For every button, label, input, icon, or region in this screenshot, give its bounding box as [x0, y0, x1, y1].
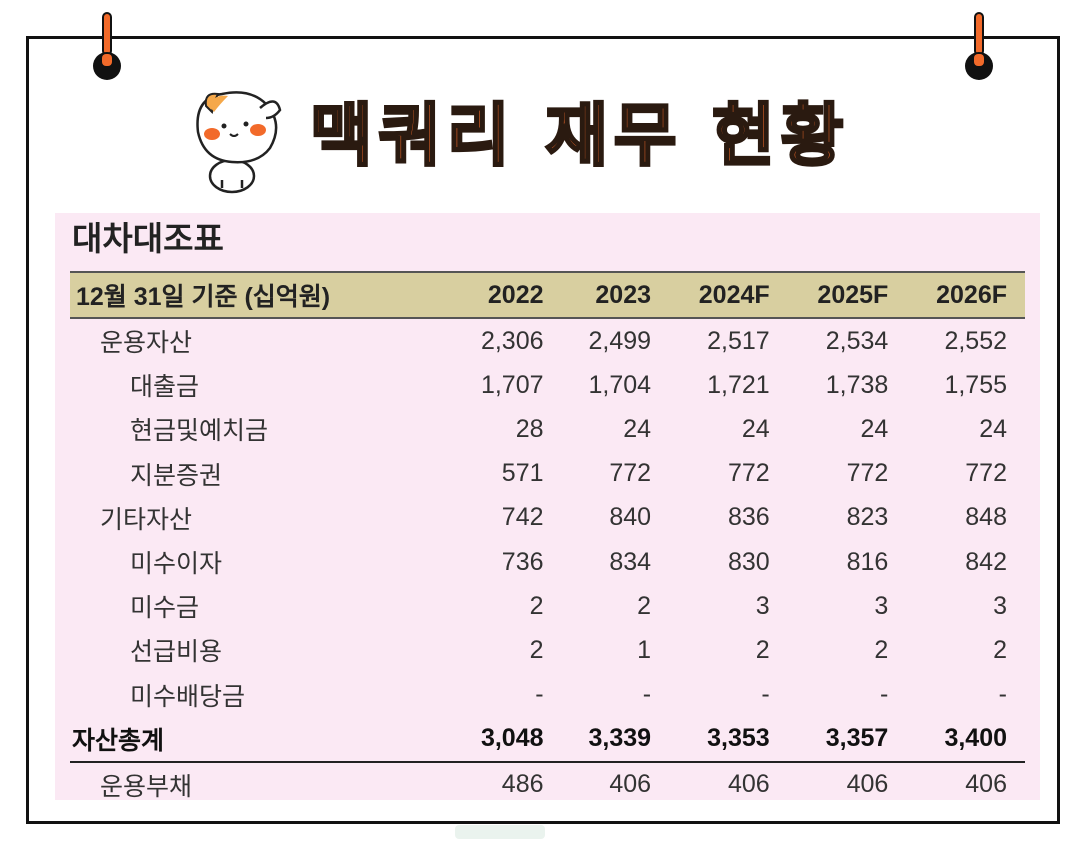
cell-value: 772	[965, 459, 1007, 488]
balance-sheet-panel: 대차대조표 12월 31일 기준 (십억원) 2022 2023 2024F 2…	[55, 213, 1040, 801]
table-row: 대출금 1,707 1,704 1,721 1,738 1,755	[70, 363, 1025, 407]
row-label: 기타자산	[100, 505, 193, 534]
table-row: 지분증권 571 772 772 772 772	[70, 452, 1025, 496]
page-title: 맥쿼리 재무 현황	[308, 96, 850, 178]
cell-value: 840	[609, 503, 652, 532]
cell-value: -	[535, 680, 544, 709]
cell-value: 406	[846, 770, 889, 799]
cell-value: 406	[727, 770, 770, 799]
cell-value: 2,552	[944, 326, 1007, 355]
cell-value: 3,339	[561, 716, 670, 763]
cell-value: 1	[637, 635, 652, 664]
balance-sheet-table: 12월 31일 기준 (십억원) 2022 2023 2024F 2025F 2…	[70, 271, 1025, 807]
cell-value: 836	[727, 503, 770, 532]
cell-value: 772	[609, 459, 652, 488]
cell-value: 842	[965, 547, 1007, 576]
cell-value: 830	[727, 547, 770, 576]
cell-value: 3	[993, 591, 1007, 620]
cell-value: 2	[755, 635, 770, 664]
cell-value: 3	[755, 591, 770, 620]
cell-value: 3	[874, 591, 889, 620]
bottom-decoration	[455, 825, 545, 839]
cell-value: 823	[846, 503, 889, 532]
cell-value: 2,517	[707, 326, 770, 355]
cell-value: 28	[515, 414, 544, 443]
column-header: 12월 31일 기준 (십억원)	[70, 271, 454, 319]
table-row: 선급비용 2 1 2 2 2	[70, 628, 1025, 672]
row-label: 지분증권	[130, 461, 223, 490]
cell-value: 406	[965, 770, 1007, 799]
cat-mascot-icon	[196, 91, 282, 194]
sheet-title: 대차대조표	[72, 219, 224, 258]
cell-value: 2,534	[825, 326, 889, 355]
cell-value: 2	[993, 635, 1007, 664]
table-row: 운용자산 2,306 2,499 2,517 2,534 2,552	[70, 318, 1025, 363]
row-label: 자산총계	[70, 716, 454, 763]
table-row: 현금및예치금 28 24 24 24 24	[70, 407, 1025, 451]
cell-value: 816	[846, 547, 889, 576]
row-label: 미수배당금	[130, 682, 246, 711]
column-header: 2023	[561, 271, 670, 319]
cell-value: 1,707	[480, 370, 544, 399]
pin-icon	[93, 12, 121, 80]
row-label: 운용부채	[100, 772, 193, 801]
cell-value: 742	[501, 503, 544, 532]
row-label: 미수금	[130, 594, 200, 623]
cell-value: 1,738	[825, 370, 889, 399]
cell-value: 3,048	[454, 716, 562, 763]
row-label: 선급비용	[130, 638, 223, 667]
cell-value: 2	[874, 635, 889, 664]
total-row: 자산총계 3,048 3,339 3,353 3,357 3,400	[70, 716, 1025, 763]
cell-value: 736	[501, 547, 544, 576]
cell-value: 486	[501, 770, 544, 799]
cell-value: -	[761, 680, 770, 709]
cell-value: 24	[741, 414, 770, 443]
cell-value: 1,704	[588, 370, 652, 399]
pin-icon	[965, 12, 993, 80]
cell-value: 3,353	[669, 716, 788, 763]
cell-value: 2,306	[480, 326, 544, 355]
cell-value: 3,400	[906, 716, 1025, 763]
column-header: 2024F	[669, 271, 788, 319]
cell-value: 24	[860, 414, 889, 443]
cell-value: 848	[965, 503, 1007, 532]
column-header: 2025F	[787, 271, 907, 319]
cell-value: 406	[609, 770, 652, 799]
cell-value: 2	[637, 591, 652, 620]
cell-value: 2,499	[588, 326, 652, 355]
table-row: 미수금 2 2 3 3 3	[70, 584, 1025, 628]
table-row: 기타자산 742 840 836 823 848	[70, 496, 1025, 540]
cell-value: 772	[727, 459, 770, 488]
cell-value: 2	[529, 591, 544, 620]
cell-value: 834	[609, 547, 652, 576]
cell-value: 1,755	[944, 370, 1007, 399]
cell-value: 3,357	[787, 716, 907, 763]
table-row: 미수이자 736 834 830 816 842	[70, 540, 1025, 584]
cell-value: 24	[979, 414, 1007, 443]
column-header: 2022	[454, 271, 562, 319]
row-label: 대출금	[130, 373, 200, 402]
cell-value: 772	[846, 459, 889, 488]
cell-value: 571	[501, 459, 544, 488]
cell-value: -	[998, 680, 1007, 709]
row-label: 현금및예치금	[130, 417, 269, 446]
cell-value: 1,721	[707, 370, 770, 399]
table-header-row: 12월 31일 기준 (십억원) 2022 2023 2024F 2025F 2…	[70, 271, 1025, 319]
row-label: 미수이자	[130, 550, 223, 579]
row-label: 운용자산	[100, 329, 193, 358]
cell-value: -	[879, 680, 889, 709]
cell-value: 24	[623, 414, 652, 443]
table-row: 운용부채 486 406 406 406 406	[70, 762, 1025, 807]
column-header: 2026F	[906, 271, 1025, 319]
cell-value: 2	[529, 635, 544, 664]
table-row: 미수배당금 - - - - -	[70, 673, 1025, 717]
cell-value: -	[642, 680, 652, 709]
